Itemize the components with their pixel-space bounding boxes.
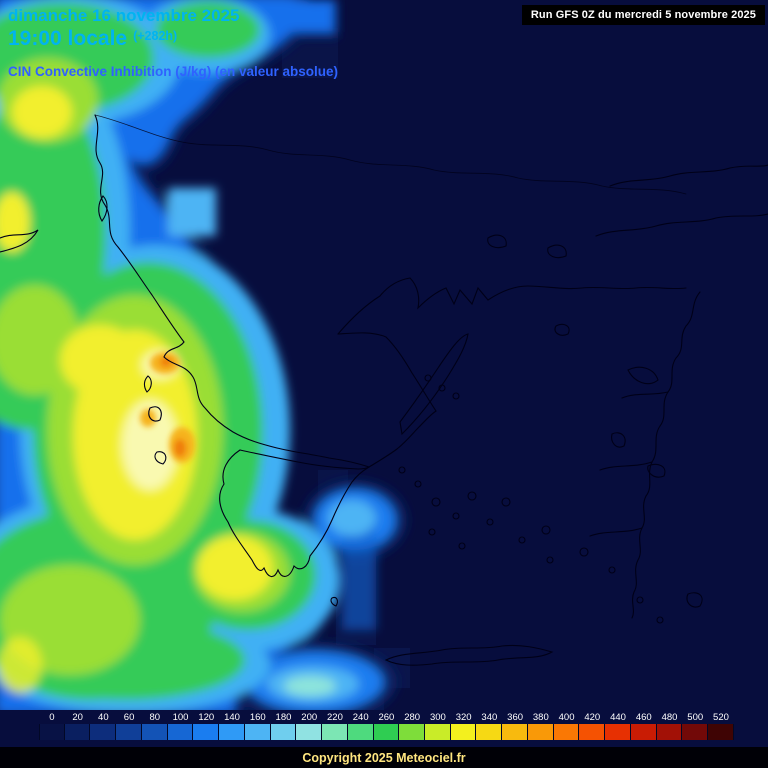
colorbar-cell: 380	[527, 711, 554, 740]
colorbar-swatch	[476, 724, 503, 740]
colorbar-tick-label: 180	[275, 712, 292, 723]
colorbar-swatch	[450, 724, 477, 740]
colorbar-cell: 40	[90, 711, 117, 740]
colorbar-swatch	[682, 724, 709, 740]
colorbar-cell: 0	[39, 711, 65, 740]
colorbar-tick-label: 0	[49, 712, 55, 723]
colorbar-tick-label: 160	[249, 712, 266, 723]
colorbar-cell: 320	[450, 711, 477, 740]
colorbar-tick-label: 40	[98, 712, 109, 723]
colorbar-cell: 60	[116, 711, 142, 740]
colorbar-swatch	[141, 724, 168, 740]
colorbar-cell: 480	[656, 711, 683, 740]
colorbar-tick-label: 300	[429, 712, 446, 723]
colorbar-tick-label: 500	[687, 712, 704, 723]
run-info-box: Run GFS 0Z du mercredi 5 novembre 2025	[521, 5, 765, 25]
colorbar-swatch	[630, 724, 657, 740]
colorbar-swatch	[347, 724, 374, 740]
colorbar-cell: 520	[708, 711, 734, 740]
forecast-time: 19:00 locale (+282h)	[8, 27, 177, 51]
colorbar-tick-label: 340	[481, 712, 498, 723]
colorbar-tick-label: 100	[172, 712, 189, 723]
colorbar-swatch	[64, 724, 91, 740]
colorbar-swatch	[579, 724, 606, 740]
colorbar-swatch	[425, 724, 451, 740]
colorbar-tick-label: 280	[404, 712, 421, 723]
colorbar-swatch	[553, 724, 580, 740]
colorbar-swatch	[219, 724, 245, 740]
colorbar-swatch	[90, 724, 117, 740]
copyright-text: Copyright 2025 Meteociel.fr	[302, 750, 466, 765]
weather-map	[0, 0, 768, 710]
colorbar-cell: 140	[219, 711, 245, 740]
colorbar-swatch	[502, 724, 528, 740]
colorbar-swatch	[322, 724, 348, 740]
colorbar-cell: 120	[193, 711, 220, 740]
colorbar-swatch	[296, 724, 323, 740]
colorbar-cell: 180	[270, 711, 297, 740]
colorbar-swatch	[399, 724, 426, 740]
colorbar-tick-label: 240	[352, 712, 369, 723]
parameter-title: CIN Convective Inhibition (J/kg) (en val…	[8, 64, 339, 79]
colorbar-cell: 200	[296, 711, 323, 740]
colorbar-tick-label: 480	[661, 712, 678, 723]
colorbar-swatch	[39, 724, 65, 740]
colorbar-row: 0 20 40 60 80 100 120 140 160 180 200 220 240 260 280 3…	[39, 711, 734, 740]
colorbar-tick-label: 360	[507, 712, 524, 723]
cin-field-maxima	[140, 352, 195, 463]
forecast-time-label: 19:00 locale	[8, 27, 128, 50]
colorbar-cell: 300	[425, 711, 451, 740]
colorbar-swatch	[167, 724, 194, 740]
copyright-bar: Copyright 2025 Meteociel.fr	[0, 747, 768, 768]
colorbar-tick-label: 140	[224, 712, 240, 723]
colorbar: 0 20 40 60 80 100 120 140 160 180 200 220 240 260 280 3…	[39, 711, 734, 740]
colorbar-cell: 260	[373, 711, 400, 740]
colorbar-cell: 400	[553, 711, 580, 740]
colorbar-cell: 500	[682, 711, 709, 740]
forecast-hour-offset: (+282h)	[133, 29, 178, 43]
colorbar-tick-label: 80	[149, 712, 161, 723]
forecast-date: dimanche 16 novembre 2025	[8, 6, 240, 25]
colorbar-cell: 280	[399, 711, 426, 740]
colorbar-tick-label: 400	[558, 712, 575, 723]
colorbar-tick-label: 20	[72, 712, 83, 723]
colorbar-cell: 80	[141, 711, 168, 740]
colorbar-cell: 440	[605, 711, 631, 740]
colorbar-swatch	[708, 724, 734, 740]
colorbar-cell: 360	[502, 711, 528, 740]
colorbar-tick-label: 440	[610, 712, 626, 723]
colorbar-swatch	[656, 724, 683, 740]
colorbar-swatch	[527, 724, 554, 740]
colorbar-tick-label: 420	[584, 712, 601, 723]
colorbar-cell: 220	[322, 711, 348, 740]
colorbar-cell: 160	[244, 711, 271, 740]
colorbar-swatch	[244, 724, 271, 740]
colorbar-tick-label: 200	[301, 712, 318, 723]
colorbar-swatch	[270, 724, 297, 740]
colorbar-swatch	[373, 724, 400, 740]
colorbar-swatch	[116, 724, 142, 740]
colorbar-cell: 100	[167, 711, 194, 740]
colorbar-tick-label: 460	[635, 712, 652, 723]
colorbar-swatch	[605, 724, 631, 740]
colorbar-cell: 240	[347, 711, 374, 740]
colorbar-cell: 20	[64, 711, 91, 740]
colorbar-tick-label: 260	[378, 712, 395, 723]
colorbar-cell: 340	[476, 711, 503, 740]
colorbar-tick-label: 380	[532, 712, 549, 723]
colorbar-tick-label: 60	[123, 712, 135, 723]
colorbar-tick-label: 320	[455, 712, 472, 723]
coastlines	[0, 114, 768, 666]
colorbar-cell: 460	[630, 711, 657, 740]
colorbar-cell: 420	[579, 711, 606, 740]
colorbar-tick-label: 220	[327, 712, 343, 723]
colorbar-tick-label: 120	[198, 712, 215, 723]
colorbar-swatch	[193, 724, 220, 740]
colorbar-tick-label: 520	[713, 712, 729, 723]
